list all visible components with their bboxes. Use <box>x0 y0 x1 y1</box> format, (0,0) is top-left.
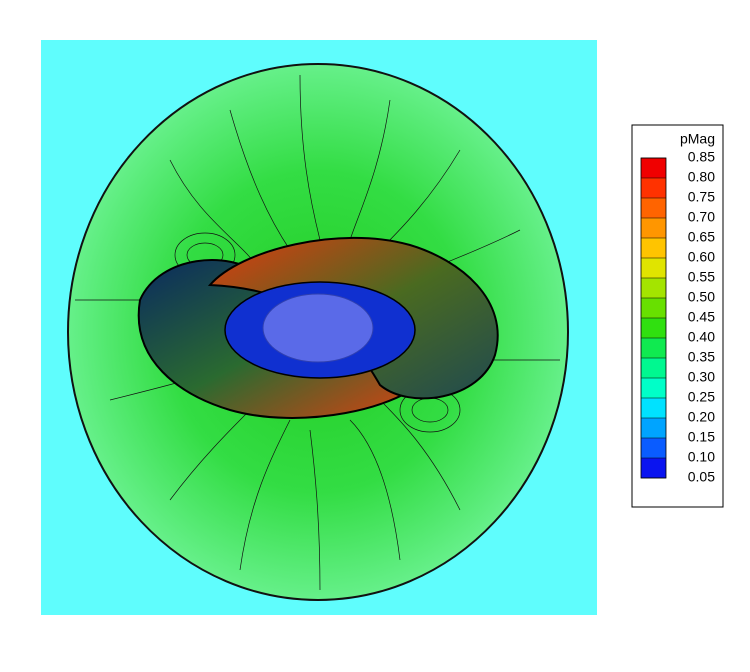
colorbar-band <box>641 178 666 198</box>
colorbar-tick-label: 0.05 <box>688 469 715 485</box>
colorbar-band <box>641 338 666 358</box>
colorbar-tick-label: 0.40 <box>688 329 715 345</box>
colorbar-tick-label: 0.30 <box>688 369 715 385</box>
colorbar-band <box>641 258 666 278</box>
colorbar-tick-label: 0.75 <box>688 189 715 205</box>
colorbar-tick-label: 0.55 <box>688 269 715 285</box>
colorbar-band <box>641 238 666 258</box>
colorbar-band <box>641 318 666 338</box>
colorbar-band <box>641 218 666 238</box>
colorbar-band <box>641 158 666 178</box>
colorbar-band <box>641 198 666 218</box>
colorbar-tick-label: 0.60 <box>688 249 715 265</box>
contour-lines <box>74 74 560 591</box>
colorbar-tick-label: 0.15 <box>688 429 715 445</box>
colorbar-band <box>641 358 666 378</box>
colorbar-band <box>641 418 666 438</box>
colorbar-tick-label: 0.10 <box>688 449 715 465</box>
colorbar-tick-label: 0.65 <box>688 229 715 245</box>
colorbar-frame <box>640 157 667 479</box>
colorbar-title: pMag <box>680 131 715 147</box>
colorbar-band <box>641 378 666 398</box>
colorbar-tick-label: 0.35 <box>688 349 715 365</box>
colorbar-tick-label: 0.50 <box>688 289 715 305</box>
colorbar-band <box>641 278 666 298</box>
colorbar-tick-label: 0.20 <box>688 409 715 425</box>
colorbar-tick-label: 0.45 <box>688 309 715 325</box>
colorbar-tick-label: 0.25 <box>688 389 715 405</box>
central-disc <box>262 293 374 363</box>
colorbar-tick-label: 0.85 <box>688 149 715 165</box>
colorbar-band <box>641 458 666 478</box>
colorbar-band <box>641 298 666 318</box>
colorbar-band <box>641 398 666 418</box>
colorbar-tick-label: 0.80 <box>688 169 715 185</box>
field-plot <box>41 40 597 615</box>
colorbar-tick-label: 0.70 <box>688 209 715 225</box>
colorbar-band <box>641 438 666 458</box>
